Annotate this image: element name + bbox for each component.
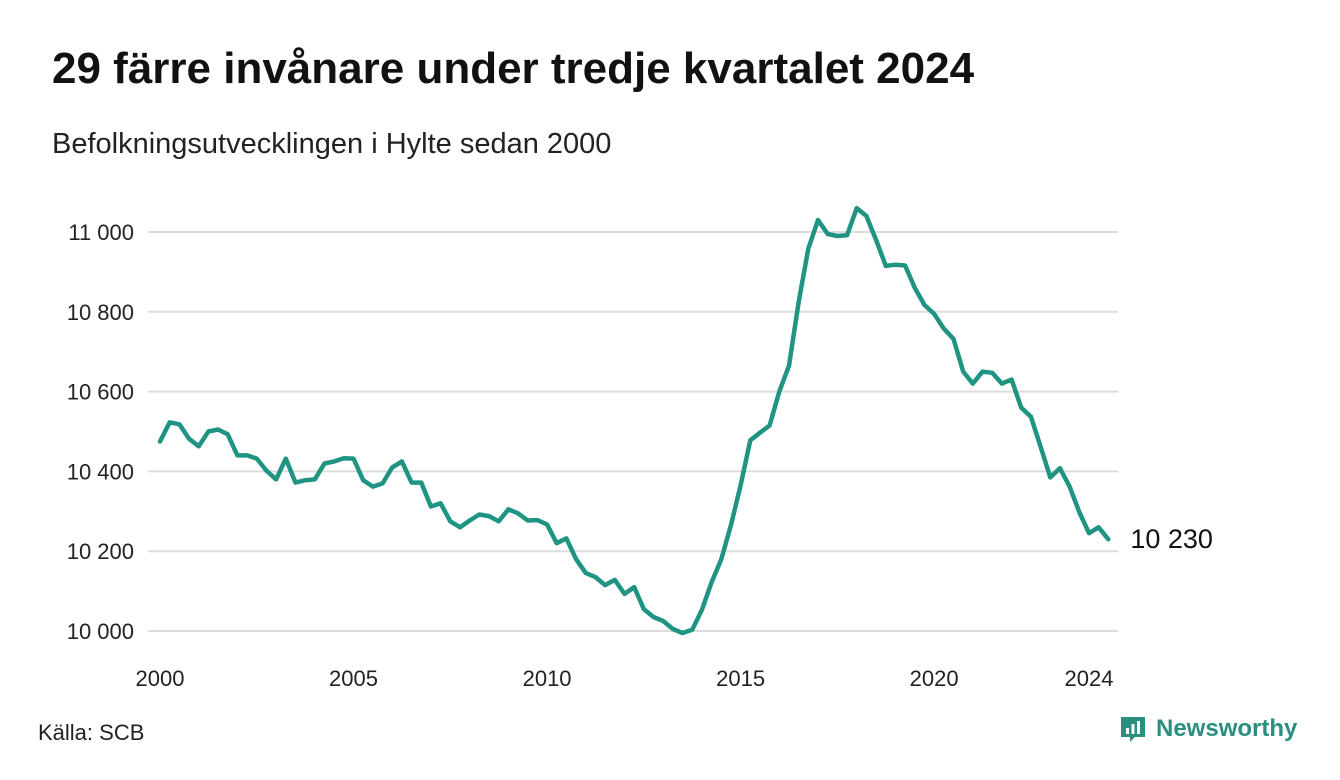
y-tick-label: 10 600	[67, 380, 134, 405]
x-axis-tick-labels: 2000 2005 2010 2015 2020 2024	[136, 666, 1114, 691]
series-layer	[157, 205, 1111, 636]
x-tick-label: 2000	[136, 666, 185, 691]
end-value-label: 10 230	[1130, 524, 1213, 554]
brand-name: Newsworthy	[1156, 715, 1298, 742]
newsworthy-logo-icon	[1121, 717, 1145, 742]
y-tick-label: 11 000	[68, 220, 134, 245]
grid-lines	[148, 231, 1118, 632]
source-note: Källa: SCB	[38, 720, 145, 745]
y-tick-label: 10 000	[67, 619, 134, 644]
series-line	[157, 205, 1111, 636]
x-tick-label: 2015	[716, 666, 765, 691]
end-label-layer: 10 230	[1130, 524, 1213, 554]
brand-logo[interactable]: Newsworthy	[1118, 714, 1297, 744]
y-tick-label: 10 400	[67, 459, 134, 484]
x-tick-label: 2005	[329, 666, 378, 691]
y-axis-tick-labels: 10 000 10 200 10 400 10 600 10 800 11 000	[67, 220, 134, 644]
chart-title: 29 färre invånare under tredje kvartalet…	[52, 44, 975, 93]
x-tick-label: 2020	[910, 666, 959, 691]
x-tick-label: 2024	[1064, 666, 1113, 691]
x-tick-label: 2010	[523, 666, 572, 691]
y-tick-label: 10 800	[67, 300, 134, 325]
chart-subtitle: Befolkningsutvecklingen i Hylte sedan 20…	[52, 128, 612, 160]
y-tick-label: 10 200	[67, 539, 134, 564]
